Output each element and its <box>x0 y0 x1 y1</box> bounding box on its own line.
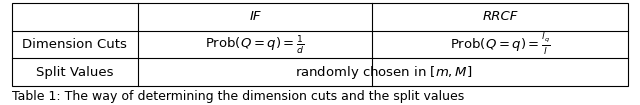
Text: Dimension Cuts: Dimension Cuts <box>22 38 127 51</box>
Bar <box>12 3 628 86</box>
Text: Split Values: Split Values <box>36 66 113 79</box>
Text: IF: IF <box>250 10 261 24</box>
Text: RRCF: RRCF <box>483 10 518 24</box>
Text: randomly chosen in $[m, M]$: randomly chosen in $[m, M]$ <box>294 64 472 81</box>
Text: $\mathrm{Prob}(Q=q)=\frac{1}{d}$: $\mathrm{Prob}(Q=q)=\frac{1}{d}$ <box>205 33 305 56</box>
Text: $\mathrm{Prob}(Q=q)=\frac{l_q}{l}$: $\mathrm{Prob}(Q=q)=\frac{l_q}{l}$ <box>450 32 551 57</box>
Text: Table 1: The way of determining the dimension cuts and the split values: Table 1: The way of determining the dime… <box>12 90 464 103</box>
